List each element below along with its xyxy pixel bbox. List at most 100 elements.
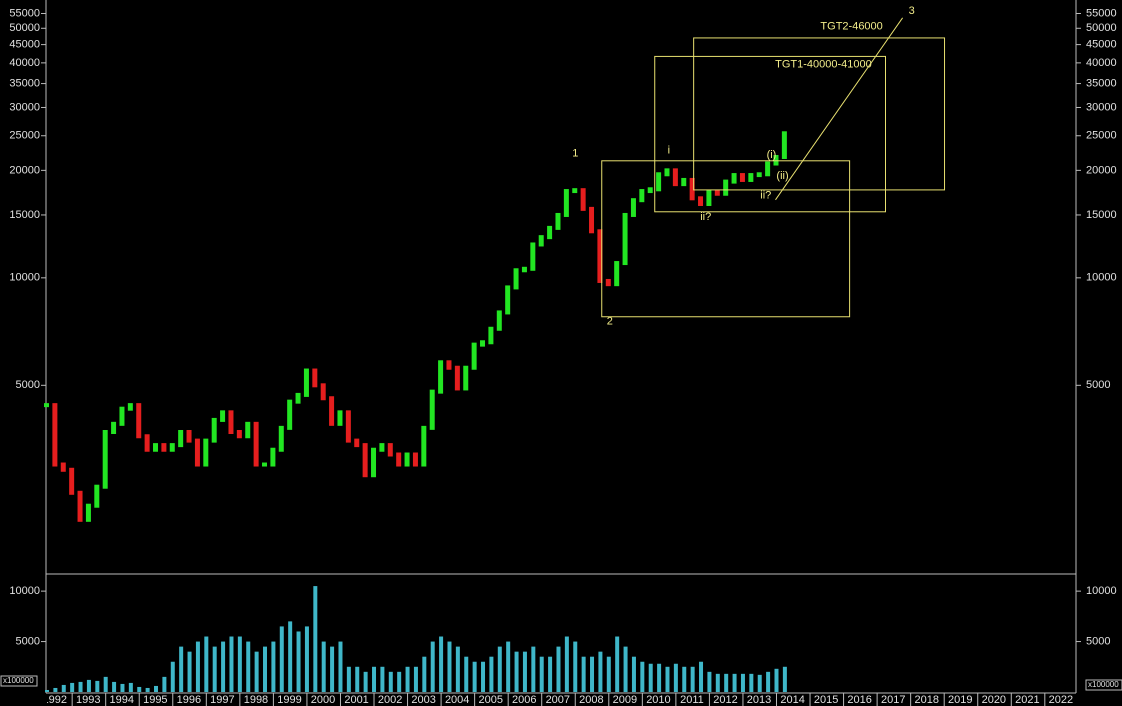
x-tick-label: 2005 (478, 694, 502, 706)
x-tick-label: 1999 (277, 694, 301, 706)
volume-bar (45, 689, 49, 692)
volume-bar (304, 626, 309, 692)
price-bar (119, 406, 125, 426)
volume-bar (204, 636, 209, 692)
volume-bar (355, 666, 360, 692)
price-bar (731, 173, 737, 184)
price-bar (739, 173, 745, 182)
volume-bar (464, 656, 469, 692)
volume-bar (623, 646, 628, 692)
volume-bar (120, 683, 125, 692)
price-bar (723, 179, 729, 196)
volume-bar (455, 646, 460, 692)
x-tick-label: 2008 (579, 694, 603, 706)
x-tick-label: 2010 (646, 694, 670, 706)
price-bar (236, 430, 242, 439)
price-bar (379, 443, 385, 452)
price-bar (320, 383, 326, 401)
x-tick-label: 1994 (110, 694, 134, 706)
x-tick-label: 2022 (1049, 694, 1073, 706)
y-tick-label: 45000 (9, 39, 40, 51)
price-bar (538, 235, 544, 247)
price-bar (773, 154, 779, 166)
volume-bar (221, 641, 226, 692)
volume-bar (313, 586, 318, 692)
price-bar (756, 172, 762, 178)
y-tick-label: 50000 (1086, 22, 1117, 34)
price-bar (111, 421, 117, 435)
y-tick-label: 30000 (9, 101, 40, 113)
y-tick-label: 5000 (1086, 635, 1110, 647)
y-tick-label: 45000 (1086, 39, 1117, 51)
price-bar (169, 443, 175, 452)
price-bar (706, 189, 712, 206)
y-tick-label: 10000 (1086, 272, 1117, 284)
volume-bar (673, 663, 678, 692)
y-tick-label: 10000 (1086, 585, 1117, 597)
volume-bar (246, 641, 251, 692)
x-tick-label: 1997 (210, 694, 234, 706)
price-bar (580, 188, 586, 211)
y-tick-label: 35000 (9, 77, 40, 89)
volume-bar (271, 641, 276, 692)
x-tick-label: 2001 (344, 694, 368, 706)
volume-bar (539, 656, 544, 692)
volume-bar (598, 651, 603, 692)
x-tick-label: 2012 (713, 694, 737, 706)
volume-bar (497, 646, 502, 692)
price-bar (656, 172, 662, 192)
annotation: TGT2-46000 (820, 21, 882, 33)
volume-bar (61, 684, 66, 692)
price-bar (253, 421, 259, 467)
y-tick-label: 25000 (1086, 130, 1117, 142)
y-tick-label: 5000 (1086, 379, 1110, 391)
annotation: (ii) (776, 170, 788, 182)
annotation: TGT1-40000-41000 (775, 59, 872, 71)
price-bar (589, 206, 595, 234)
y-tick-label: 20000 (1086, 164, 1117, 176)
x-tick-label: 2015 (814, 694, 838, 706)
price-bar (278, 425, 284, 452)
volume-bar (631, 656, 636, 692)
volume-bar (430, 641, 435, 692)
multiplier-label: x100000 (1088, 680, 1119, 689)
price-bar (94, 484, 100, 508)
volume-bar (581, 656, 586, 692)
volume-bar (212, 646, 217, 692)
x-tick-label: 2013 (747, 694, 771, 706)
volume-bar (564, 636, 569, 692)
price-bar (52, 403, 58, 467)
trend-line (775, 17, 904, 201)
x-tick-label: 2014 (780, 694, 804, 706)
volume-bar (640, 661, 645, 692)
volume-bar (590, 656, 595, 692)
price-bar (563, 189, 569, 217)
price-bar (622, 212, 628, 266)
annotation: 1 (572, 147, 578, 159)
volume-bar (606, 656, 611, 692)
volume-bar (237, 636, 242, 692)
price-bar (555, 212, 561, 230)
price-bar (480, 340, 486, 347)
price-bar (270, 447, 276, 467)
x-tick-label: 2006 (512, 694, 536, 706)
volume-bar (137, 686, 142, 692)
price-bar (102, 430, 108, 489)
price-bar (203, 438, 209, 467)
volume-bar (296, 631, 301, 692)
volume-bar (380, 666, 385, 692)
price-bar (421, 425, 427, 467)
volume-bar (338, 641, 343, 692)
price-bar (287, 399, 293, 430)
multiplier-label: x100000 (3, 676, 34, 685)
x-tick-label: 2000 (311, 694, 335, 706)
volume-bar (346, 666, 351, 692)
volume-bar (195, 641, 200, 692)
price-bar (136, 403, 142, 439)
volume-bar (573, 641, 578, 692)
price-bar (454, 365, 460, 391)
price-bar (211, 417, 217, 443)
volume-bar (422, 656, 427, 692)
volume-bar (145, 687, 150, 692)
